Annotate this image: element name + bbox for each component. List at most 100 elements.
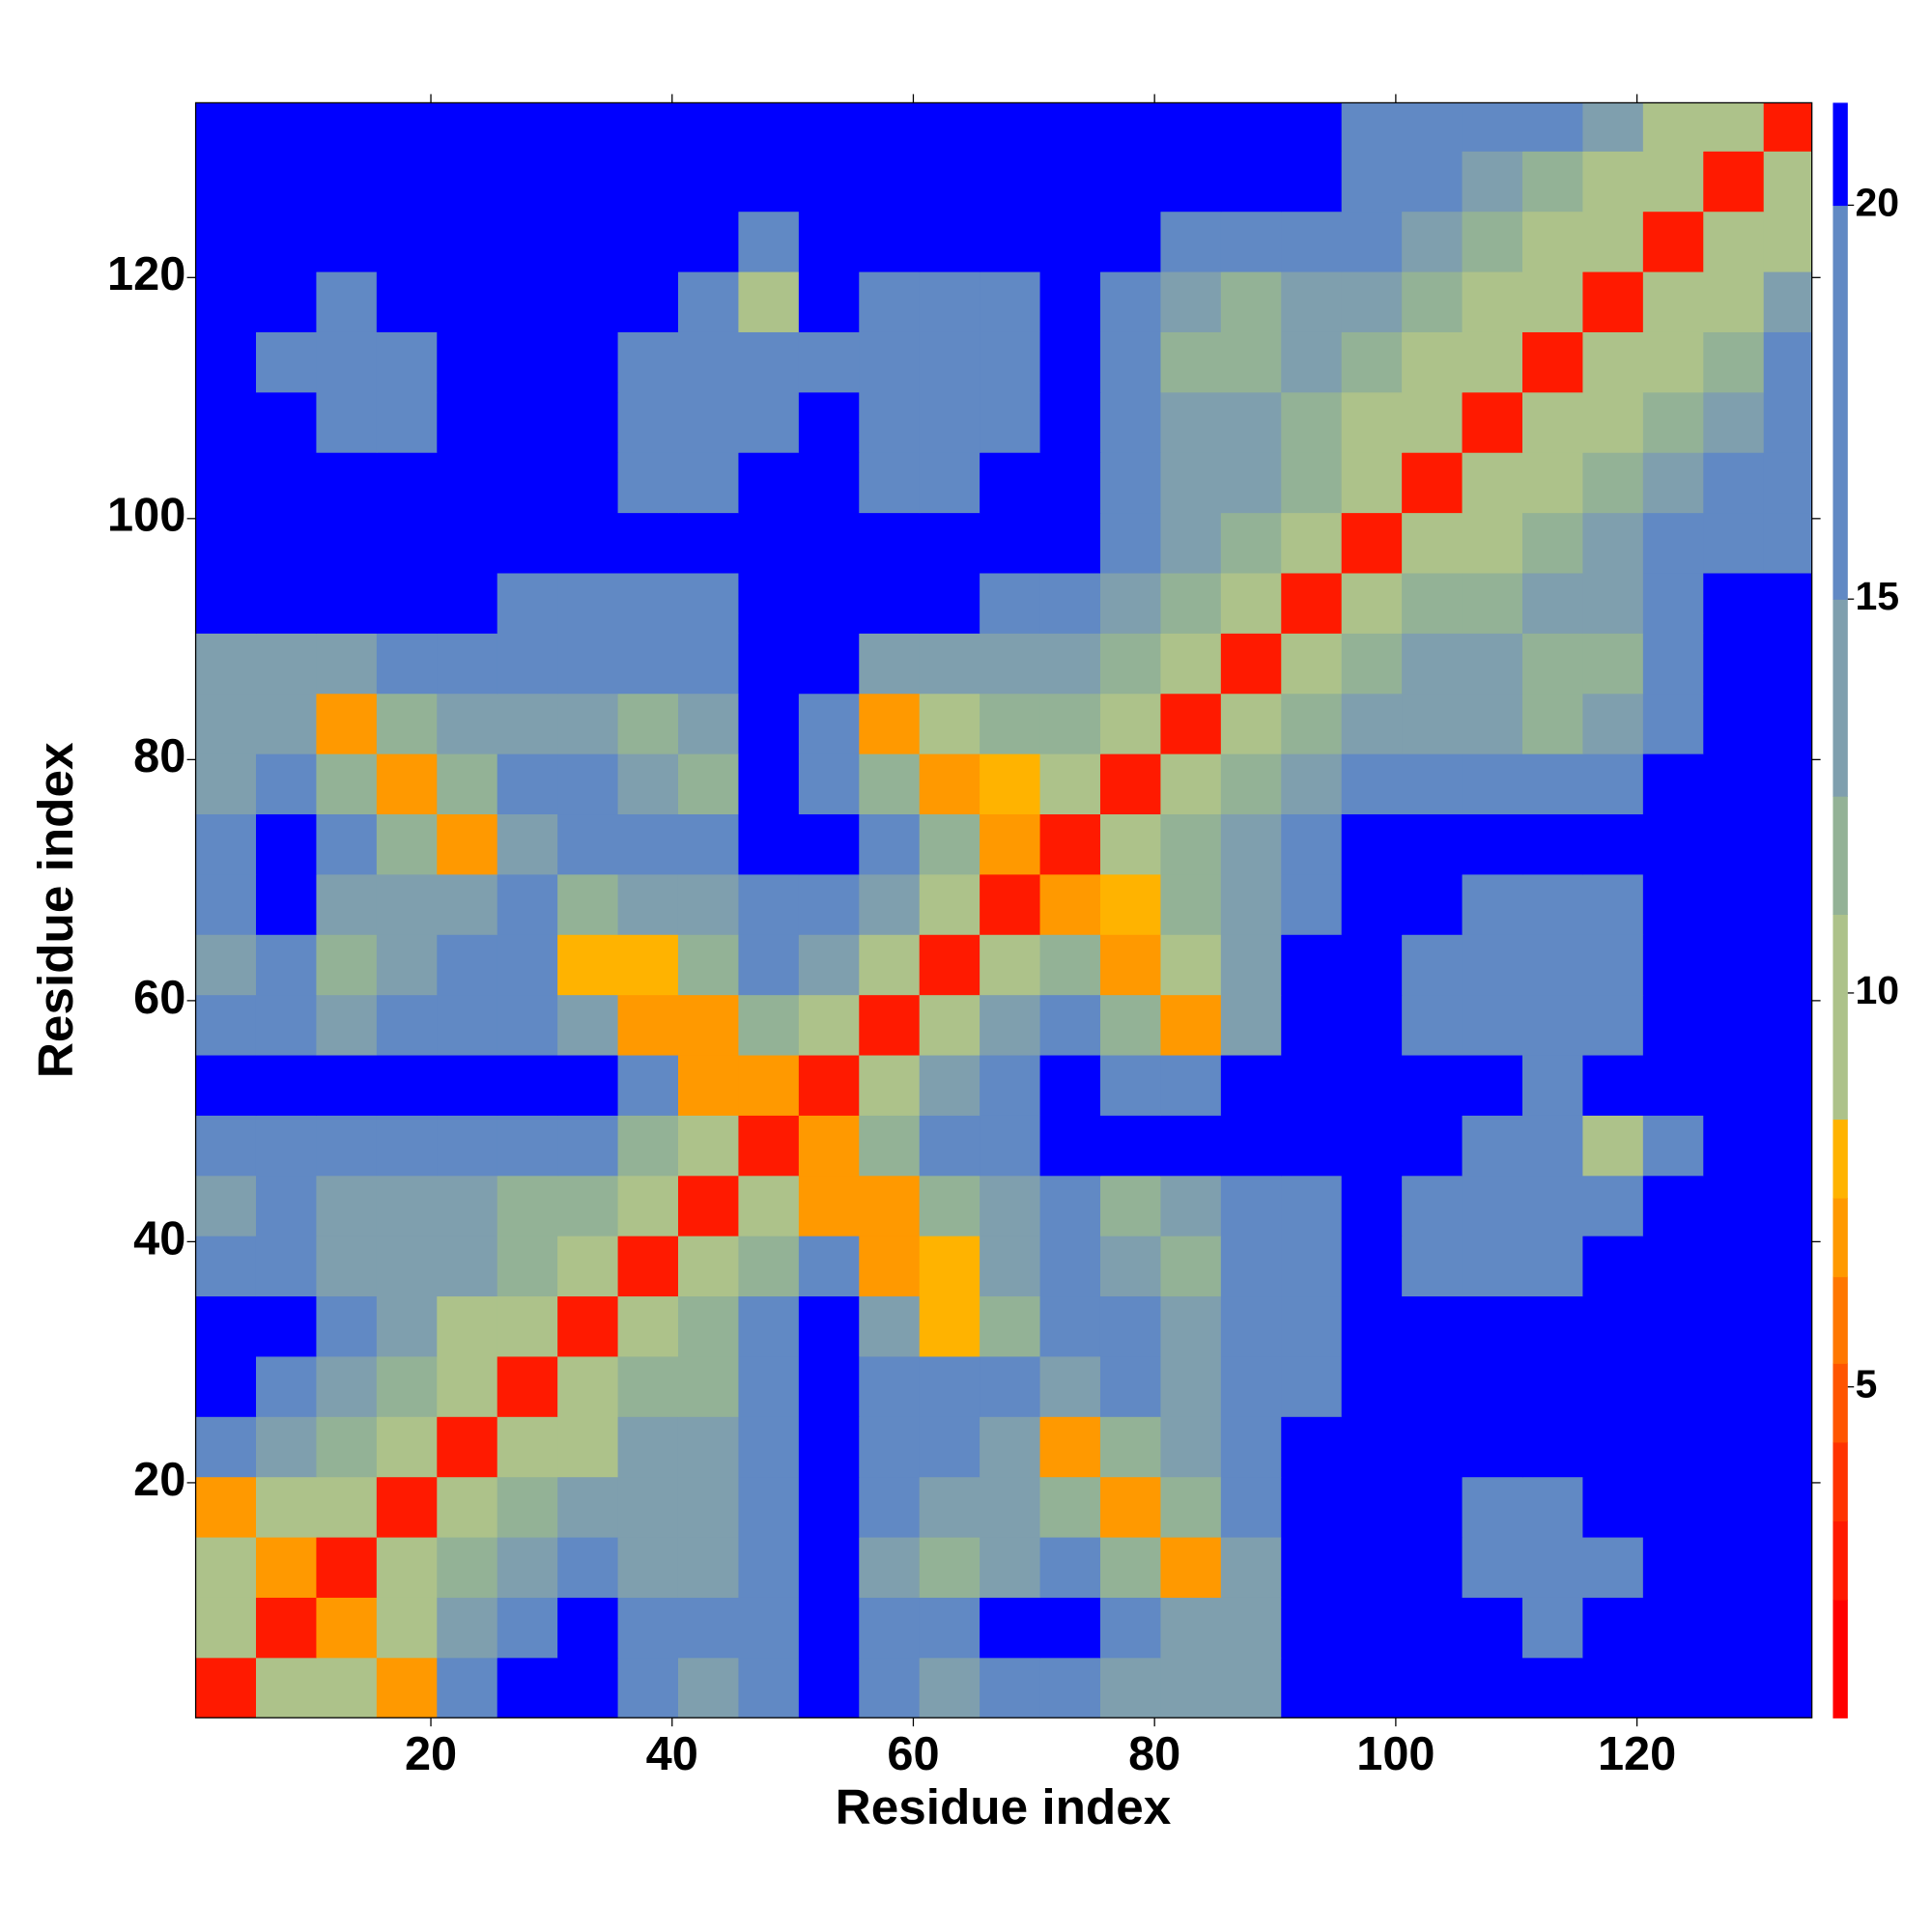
heatmap-cell (1220, 1476, 1282, 1538)
colorbar-tick-label: 20 (1856, 180, 1900, 224)
heatmap-cell (1039, 1055, 1101, 1116)
colorbar-band (1833, 1197, 1848, 1278)
heatmap-cell (1763, 693, 1812, 754)
heatmap-cell (1039, 633, 1101, 695)
heatmap-cell (557, 1295, 619, 1357)
heatmap-cell (919, 391, 980, 453)
heatmap-cell (195, 331, 257, 393)
heatmap-cell (980, 1476, 1041, 1538)
heatmap-cell (677, 1476, 739, 1538)
heatmap-cell (1642, 633, 1704, 695)
heatmap-cell (980, 151, 1041, 213)
heatmap-cell (980, 1416, 1041, 1478)
heatmap-cell (437, 693, 498, 754)
heatmap-cell (1099, 1355, 1161, 1417)
heatmap-cell (497, 994, 558, 1056)
heatmap-cell (980, 813, 1041, 875)
heatmap-cell (1281, 452, 1343, 514)
heatmap-cell (437, 1657, 498, 1719)
heatmap-cell (1281, 1537, 1343, 1598)
heatmap-cell (316, 452, 378, 514)
heatmap-cell (738, 753, 800, 815)
heatmap-cell (1582, 1476, 1644, 1538)
heatmap-cell (798, 994, 860, 1056)
heatmap-cell (1039, 1355, 1101, 1417)
colorbar-band (1833, 1119, 1848, 1199)
heatmap-cell (1039, 391, 1101, 453)
heatmap-cell (1642, 102, 1704, 152)
heatmap-cell (1099, 1537, 1161, 1598)
heatmap-cell (1341, 1416, 1403, 1478)
heatmap-cell (919, 813, 980, 875)
heatmap-cell (376, 934, 438, 996)
heatmap-cell (1039, 934, 1101, 996)
heatmap-cell (617, 1175, 679, 1236)
heatmap-cell (1521, 1175, 1583, 1236)
heatmap-cell (376, 813, 438, 875)
heatmap-cell (1281, 271, 1343, 332)
heatmap-cell (677, 693, 739, 754)
heatmap-cell (919, 211, 980, 272)
heatmap-cell (557, 1597, 619, 1659)
heatmap-cell (980, 753, 1041, 815)
heatmap-cell (677, 1537, 739, 1598)
heatmap-cell (1039, 572, 1101, 634)
heatmap-cell (316, 1537, 378, 1598)
heatmap-cell (1582, 873, 1644, 935)
heatmap-cell (255, 391, 317, 453)
heatmap-cell (1341, 271, 1403, 332)
heatmap-cell (980, 452, 1041, 514)
heatmap-cell (557, 633, 619, 695)
heatmap-cell (1160, 512, 1222, 574)
heatmap-cell (195, 572, 257, 634)
heatmap-cell (1582, 1055, 1644, 1116)
heatmap-cell (255, 512, 317, 574)
heatmap-cell (617, 1657, 679, 1719)
heatmap-cell (1281, 1416, 1343, 1478)
heatmap-cell (919, 1355, 980, 1417)
heatmap-cell (1703, 1537, 1765, 1598)
heatmap-cell (255, 1236, 317, 1297)
heatmap-cell (738, 452, 800, 514)
heatmap-cell (195, 934, 257, 996)
heatmap-cell (376, 753, 438, 815)
heatmap-cell (1099, 512, 1161, 574)
heatmap-cell (1582, 151, 1644, 213)
heatmap-cell (437, 1416, 498, 1478)
heatmap-cell (1402, 391, 1463, 453)
heatmap-cell (557, 813, 619, 875)
heatmap-cell (617, 331, 679, 393)
heatmap-cell (1642, 1236, 1704, 1297)
heatmap-cell (677, 1295, 739, 1357)
heatmap-cell (859, 813, 921, 875)
heatmap-cell (1582, 572, 1644, 634)
heatmap-cell (1160, 1476, 1222, 1538)
heatmap-cell (376, 102, 438, 152)
colorbar-band (1833, 1520, 1848, 1601)
heatmap-cell (1341, 1597, 1403, 1659)
heatmap-cell (1341, 1055, 1403, 1116)
heatmap-cell (316, 1236, 378, 1297)
heatmap-cell (919, 873, 980, 935)
heatmap-cell (798, 1416, 860, 1478)
heatmap-cell (1402, 934, 1463, 996)
heatmap-cell (1099, 1236, 1161, 1297)
heatmap-cell (255, 753, 317, 815)
heatmap-cell (557, 572, 619, 634)
heatmap-cell (617, 151, 679, 213)
heatmap-cell (1341, 753, 1403, 815)
heatmap-cell (497, 934, 558, 996)
heatmap-cell (497, 1236, 558, 1297)
heatmap-cell (1341, 934, 1403, 996)
heatmap-cell (1703, 934, 1765, 996)
heatmap-cell (255, 102, 317, 152)
heatmap-cell (677, 753, 739, 815)
heatmap-cell (1281, 873, 1343, 935)
heatmap-cell (376, 1355, 438, 1417)
heatmap-cell (1160, 934, 1222, 996)
heatmap-cell (1220, 1175, 1282, 1236)
heatmap-cell (1521, 102, 1583, 152)
heatmap-cell (1341, 331, 1403, 393)
heatmap-cell (1039, 1597, 1101, 1659)
heatmap-cell (1039, 1115, 1101, 1177)
